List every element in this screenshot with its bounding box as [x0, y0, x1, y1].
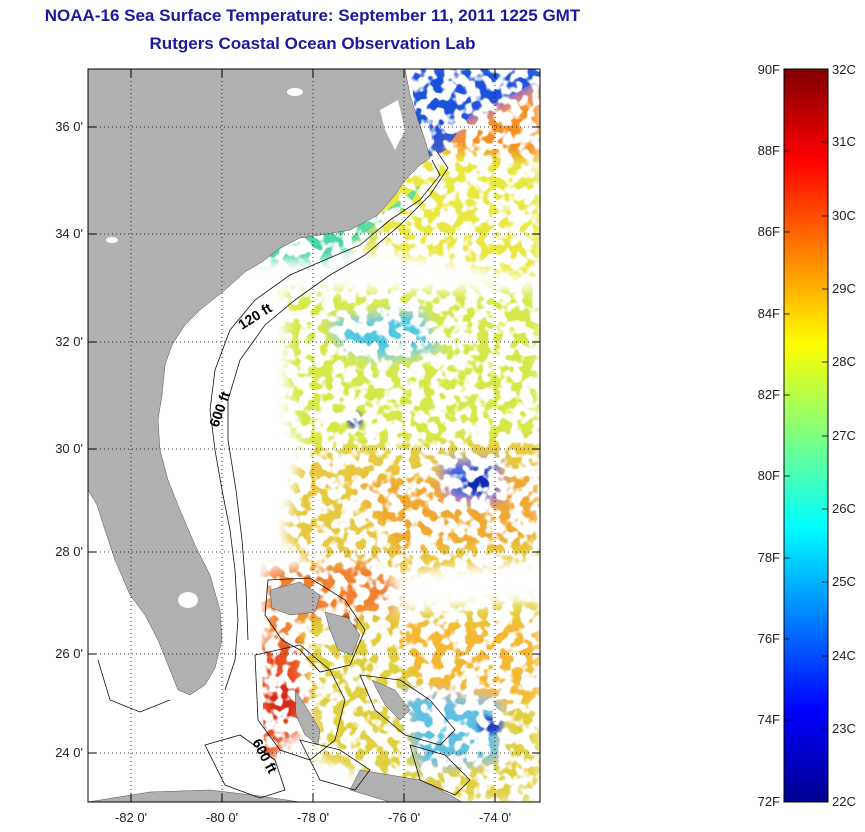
- map-grid: [88, 69, 540, 802]
- colorbar-f-label: 82F: [758, 387, 780, 402]
- lat-label: 26 0': [55, 646, 83, 661]
- inland-water: [106, 88, 405, 608]
- lon-label: -80 0': [206, 810, 238, 825]
- map-frame: [87, 68, 541, 803]
- lon-label: -82 0': [115, 810, 147, 825]
- map-title: NOAA-16 Sea Surface Temperature: Septemb…: [44, 6, 581, 25]
- colorbar-c-label: 30C: [832, 208, 856, 223]
- colorbar-f-label: 74F: [758, 712, 780, 727]
- colorbar-f-label: 78F: [758, 550, 780, 565]
- colorbar-f-label: 76F: [758, 631, 780, 646]
- colorbar-c-label: 29C: [832, 281, 856, 296]
- depth-contours: [97, 149, 471, 799]
- colorbar-c-label: 23C: [832, 721, 856, 736]
- colorbar-f-label: 88F: [758, 143, 780, 158]
- lat-label: 32 0': [55, 334, 83, 349]
- colorbar-f-label: 90F: [758, 62, 780, 77]
- colorbar-f-label: 72F: [758, 794, 780, 809]
- colorbar-f-label: 80F: [758, 468, 780, 483]
- map-panel: 120 ft 600 ft 600 ft: [88, 69, 540, 802]
- colorbar-c-label: 22C: [832, 794, 856, 809]
- lon-label: -74 0': [479, 810, 511, 825]
- colorbar-c-label: 27C: [832, 428, 856, 443]
- colorbar-c-label: 31C: [832, 134, 856, 149]
- colorbar-c-label: 28C: [832, 354, 856, 369]
- colorbar-c-label: 32C: [832, 62, 856, 77]
- colorbar: 90F 88F 86F 84F 82F 80F 78F 76F 74F 72F …: [758, 62, 856, 809]
- map-subtitle: Rutgers Coastal Ocean Observation Lab: [149, 34, 476, 53]
- lat-label: 36 0': [55, 119, 83, 134]
- lat-label: 24 0': [55, 745, 83, 760]
- colorbar-c-label: 24C: [832, 648, 856, 663]
- lat-label: 28 0': [55, 544, 83, 559]
- lon-label: -78 0': [297, 810, 329, 825]
- map-ticks: [88, 69, 540, 802]
- colorbar-f-label: 84F: [758, 306, 780, 321]
- lon-label: -76 0': [388, 810, 420, 825]
- lat-label: 30 0': [55, 441, 83, 456]
- colorbar-c-label: 26C: [832, 501, 856, 516]
- lat-label: 34 0': [55, 226, 83, 241]
- colorbar-c-label: 25C: [832, 574, 856, 589]
- land-layer: [88, 69, 463, 802]
- colorbar-f-label: 86F: [758, 224, 780, 239]
- colorbar-gradient: [783, 68, 829, 803]
